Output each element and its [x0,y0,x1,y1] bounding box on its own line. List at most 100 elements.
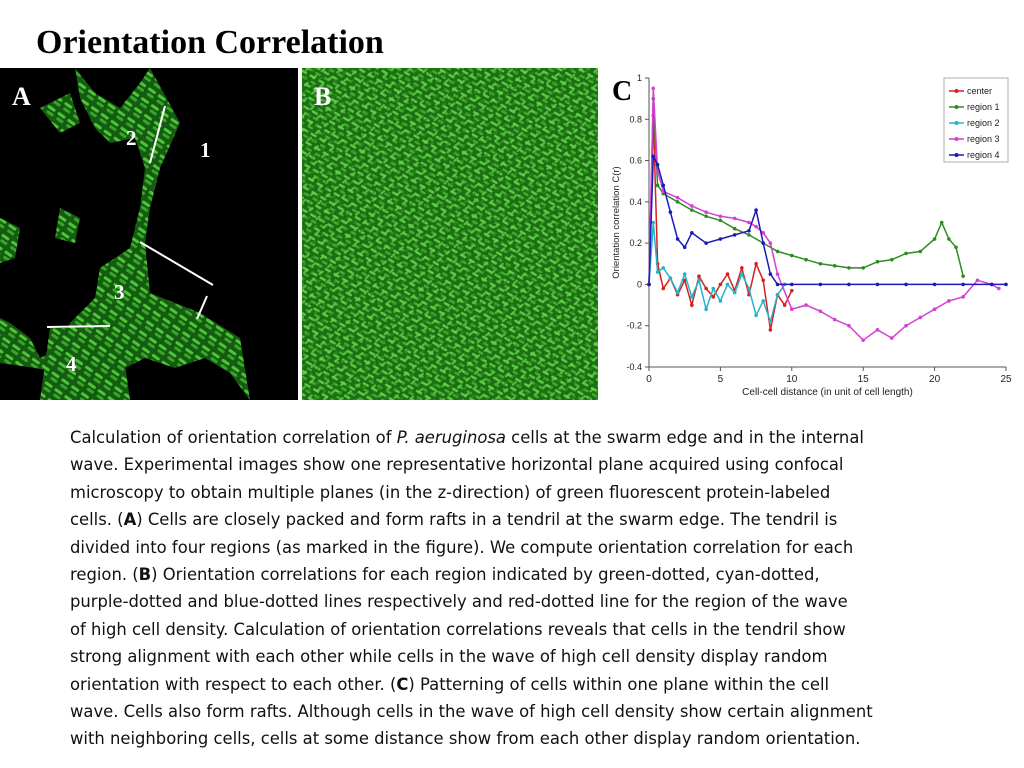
data-point-region-3 [675,195,680,200]
series-line-region-2 [648,222,786,325]
legend-entry: region 1 [967,102,1000,112]
data-point-center [790,288,794,293]
data-point-center [768,328,773,332]
legend-entry: center [967,86,992,96]
panel-a-microscopy-image: A 1 2 3 4 [0,68,298,400]
data-point-center [782,303,787,307]
data-point-region-3 [932,307,937,311]
data-point-center [661,286,666,291]
data-point-region-2 [697,278,701,283]
caption-run: C [396,674,409,694]
panel-a-image [0,68,298,400]
data-point-region-2 [718,299,723,303]
data-point-region-4 [690,231,694,235]
data-point-region-1 [832,264,837,268]
data-point-region-3 [761,231,766,235]
data-point-region-2 [651,220,656,225]
y-tick-label: 0.8 [629,114,642,124]
data-point-region-4 [718,237,723,241]
panel-b-label: B [314,82,332,111]
data-point-center [704,286,708,291]
caption-line: divided into four regions (as marked in … [70,534,975,561]
y-axis-label: Orientation correlation C(r) [611,166,622,278]
data-point-region-1 [804,257,808,262]
y-tick-label: 0.4 [629,197,642,207]
data-point-region-1 [918,249,923,254]
data-point-center [740,266,744,270]
caption-line: microscopy to obtain multiple planes (in… [70,479,975,506]
legend-entry: region 2 [967,118,1000,128]
y-tick-label: 0.2 [629,238,642,248]
data-point-region-3 [718,214,723,219]
y-tick-label: -0.4 [626,362,642,372]
data-point-region-2 [655,270,660,274]
data-point-region-4 [655,162,660,167]
data-point-region-4 [747,228,751,233]
caption-line: strong alignment with each other while c… [70,643,975,670]
data-point-region-4 [704,241,708,245]
x-tick-label: 20 [929,374,941,385]
caption-run: B [138,565,152,585]
data-point-region-1 [790,253,794,258]
data-point-region-4 [818,282,823,287]
data-point-region-2 [661,266,666,270]
data-point-region-4 [682,245,687,250]
data-point-region-2 [682,272,687,276]
legend-marker [954,137,959,141]
orientation-correlation-chart: -0.4 -0.2 0 0.2 0.4 0.6 0.8 1 0 5 10 15 20 25 Cell-cel… [604,70,1020,400]
y-tick-label: -0.2 [626,321,642,331]
data-point-region-3 [904,323,908,328]
data-point-region-1 [904,251,908,256]
data-point-region-4 [661,183,666,188]
panel-b-image [302,68,598,400]
data-point-region-1 [718,218,723,223]
data-point-region-2 [732,290,737,295]
caption-run: Calculation of orientation correlation o… [70,428,397,447]
data-point-region-3 [732,216,737,221]
data-point-center [697,274,701,278]
data-point-region-3 [961,295,965,299]
data-point-center [725,272,730,276]
data-point-region-2 [754,313,758,318]
figure-caption: Calculation of orientation correlation o… [70,424,975,753]
data-point-region-3 [804,303,808,307]
caption-run: of high cell density. Calculation of ori… [70,619,846,639]
caption-run: wave. Cells also form rafts. Although ce… [70,702,873,722]
data-point-region-4 [775,282,780,287]
panel-a-label: A [12,82,31,111]
data-point-region-4 [732,233,737,237]
legend-marker [954,105,959,109]
data-point-region-3 [832,317,837,322]
data-point-region-3 [861,338,865,342]
data-point-region-1 [818,261,823,266]
slide-title: Orientation Correlation [36,24,384,61]
data-point-region-3 [768,241,773,245]
data-point-region-1 [847,266,851,270]
legend-entry: region 4 [967,150,1000,160]
data-point-region-3 [775,272,780,276]
data-point-region-3 [975,278,980,283]
caption-line: Calculation of orientation correlation o… [70,424,975,451]
data-point-region-1 [732,226,737,231]
legend-entry: region 3 [967,134,1000,144]
y-tick-label: 0 [637,279,642,289]
data-point-region-2 [690,295,694,299]
data-point-region-1 [747,233,751,237]
data-point-region-3 [947,299,951,303]
caption-run: purple-dotted and blue-dotted lines resp… [70,592,848,612]
legend-marker [954,121,959,125]
data-point-region-4 [651,154,656,159]
data-point-region-4 [961,282,965,287]
data-point-region-4 [847,282,851,287]
caption-run: cells. ( [70,510,124,530]
data-point-region-3 [790,307,794,311]
data-point-region-1 [775,249,780,254]
x-tick-label: 0 [646,374,652,385]
y-tick-label: 0.6 [629,156,642,166]
caption-run: ) Cells are closely packed and form raft… [136,510,838,530]
data-point-region-3 [747,220,751,225]
data-point-region-4 [989,282,994,287]
data-point-region-4 [904,282,908,287]
region-4-label: 4 [66,352,77,376]
data-point-region-1 [889,257,894,262]
